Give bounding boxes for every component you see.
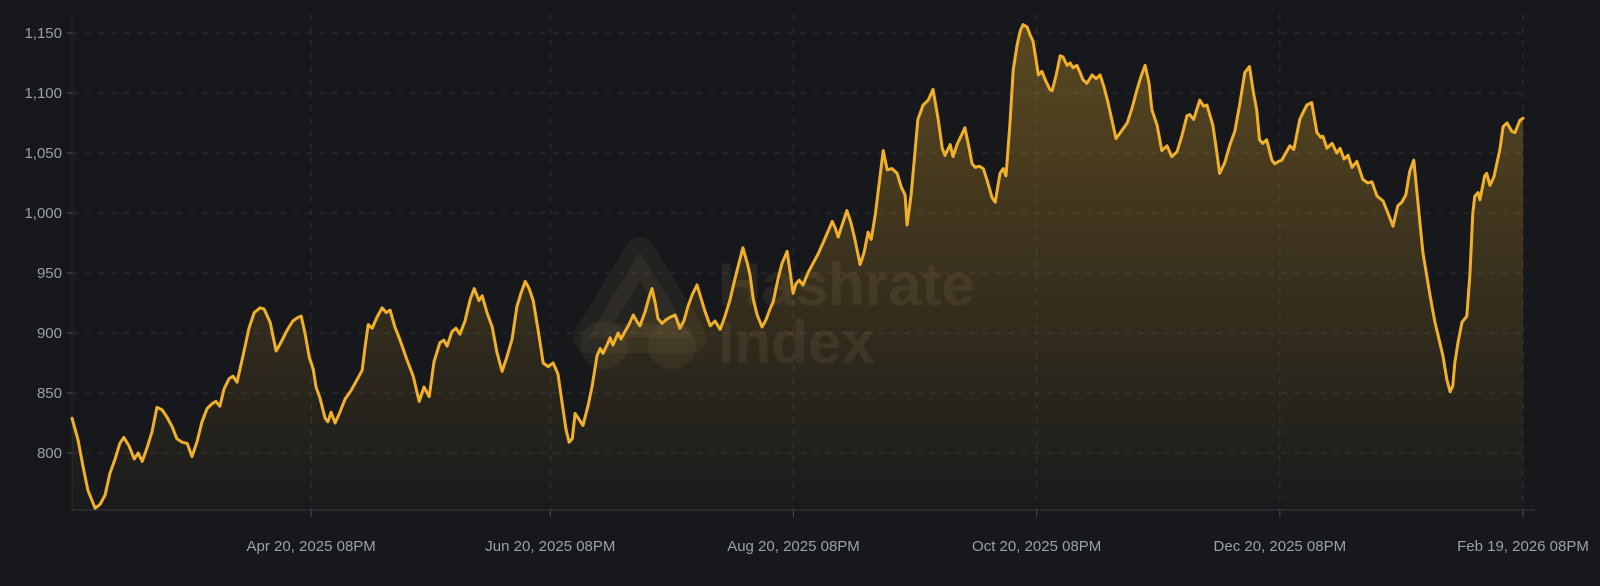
price-line bbox=[70, 23, 1525, 510]
y-axis-label: 800 bbox=[37, 445, 62, 462]
x-axis-label: Dec 20, 2025 08PM bbox=[1214, 538, 1347, 555]
y-axis-label: 1,100 bbox=[24, 85, 62, 102]
x-axis-label: Aug 20, 2025 08PM bbox=[727, 538, 860, 555]
hashrate-index-logo-icon bbox=[580, 321, 628, 369]
hashrate-index-logo-icon bbox=[573, 237, 707, 353]
x-axis-label: Apr 20, 2025 08PM bbox=[247, 538, 376, 555]
x-axis-label: Feb 19, 2026 08PM bbox=[1457, 538, 1589, 555]
watermark-text-line1: Hashrate bbox=[718, 251, 975, 318]
watermark-text-line2: Index bbox=[718, 309, 875, 376]
y-axis-label: 1,000 bbox=[24, 205, 62, 222]
x-axis-label: Oct 20, 2025 08PM bbox=[972, 538, 1101, 555]
x-axis-label: Jun 20, 2025 08PM bbox=[485, 538, 615, 555]
y-axis-label: 1,050 bbox=[24, 145, 62, 162]
y-axis-label: 900 bbox=[37, 325, 62, 342]
y-axis-label: 1,150 bbox=[24, 25, 62, 42]
y-axis-label: 950 bbox=[37, 265, 62, 282]
y-axis-label: 850 bbox=[37, 385, 62, 402]
hashrate-index-logo-icon bbox=[648, 321, 696, 369]
